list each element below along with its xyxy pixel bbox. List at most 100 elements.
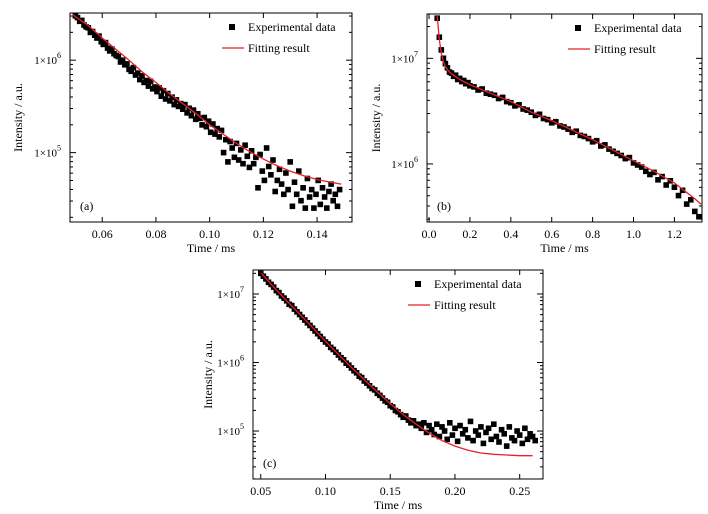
x-tick-label: 0.10 bbox=[315, 484, 336, 498]
x-tick-label: 0.05 bbox=[250, 484, 271, 498]
data-point bbox=[581, 133, 588, 140]
data-point bbox=[216, 134, 223, 140]
data-point bbox=[248, 148, 255, 154]
data-point bbox=[532, 437, 538, 444]
y-tick-exponent: 7 bbox=[240, 285, 244, 294]
legend-label-fit: Fitting result bbox=[434, 298, 496, 312]
data-point bbox=[618, 152, 624, 159]
data-point bbox=[315, 177, 321, 184]
data-point bbox=[223, 136, 229, 143]
x-tick-label: 0.15 bbox=[380, 484, 401, 498]
data-point bbox=[128, 68, 134, 75]
plot-frame bbox=[69, 12, 353, 223]
data-point bbox=[410, 418, 417, 424]
data-point bbox=[147, 78, 154, 85]
data-point bbox=[512, 103, 518, 109]
x-tick-label: 0.0 bbox=[422, 227, 437, 241]
data-point bbox=[145, 83, 152, 89]
plot-frame bbox=[426, 13, 703, 223]
data-point bbox=[195, 111, 201, 117]
data-point bbox=[124, 61, 130, 67]
y-tick-label: 1×10 bbox=[217, 426, 240, 438]
data-point bbox=[311, 205, 317, 211]
data-point bbox=[384, 399, 391, 406]
data-point bbox=[622, 155, 629, 162]
data-point bbox=[444, 65, 451, 71]
x-tick-label: 1.2 bbox=[667, 227, 682, 241]
data-point bbox=[532, 112, 539, 119]
plot-area bbox=[434, 15, 702, 220]
data-point bbox=[165, 90, 171, 97]
data-point bbox=[663, 182, 669, 188]
data-point bbox=[519, 440, 526, 447]
x-tick-label: 0.8 bbox=[585, 227, 600, 241]
data-point bbox=[638, 164, 645, 170]
data-point bbox=[143, 77, 150, 84]
data-point bbox=[516, 432, 523, 438]
data-point bbox=[134, 70, 141, 76]
data-point bbox=[85, 25, 92, 31]
data-point bbox=[227, 138, 233, 145]
data-point bbox=[139, 73, 145, 79]
data-point bbox=[218, 127, 225, 134]
data-point bbox=[610, 148, 616, 155]
data-point bbox=[246, 164, 253, 171]
data-point bbox=[281, 191, 287, 198]
data-point bbox=[203, 123, 210, 130]
x-tick-label: 0.06 bbox=[92, 227, 113, 241]
data-point bbox=[270, 157, 276, 163]
data-point bbox=[293, 191, 300, 198]
y-tick-label: 1×10 bbox=[217, 358, 240, 370]
fit-line bbox=[436, 16, 702, 205]
data-point bbox=[439, 424, 445, 430]
data-point bbox=[313, 191, 319, 198]
y-tick-exponent: 6 bbox=[414, 155, 418, 164]
data-point bbox=[536, 111, 543, 118]
chart-panel-3: 0.05 0.10 0.15 0.20 0.251×10 51×10 61×10 7Time … bbox=[201, 269, 544, 512]
data-point bbox=[201, 114, 208, 121]
data-point bbox=[449, 432, 456, 438]
data-point bbox=[431, 431, 437, 438]
data-point bbox=[692, 208, 698, 215]
data-point bbox=[317, 201, 324, 208]
data-point bbox=[308, 186, 315, 193]
data-point bbox=[235, 157, 242, 163]
legend-marker-icon bbox=[415, 281, 421, 287]
data-point bbox=[569, 129, 575, 136]
data-point bbox=[540, 115, 547, 122]
data-point bbox=[244, 153, 251, 160]
data-point bbox=[442, 60, 449, 67]
data-point bbox=[188, 112, 195, 119]
data-point bbox=[467, 83, 473, 89]
x-tick-label: 0.6 bbox=[544, 227, 559, 241]
data-point bbox=[319, 185, 326, 191]
data-point bbox=[614, 150, 620, 157]
data-point bbox=[524, 436, 531, 443]
data-point bbox=[321, 194, 328, 200]
data-point bbox=[180, 106, 186, 112]
data-point bbox=[259, 168, 266, 174]
x-tick-label: 0.4 bbox=[503, 227, 518, 241]
data-point bbox=[274, 177, 281, 184]
data-point bbox=[296, 168, 302, 174]
data-point bbox=[328, 181, 334, 187]
fit-line bbox=[72, 14, 342, 185]
y-tick-label: 1×10 bbox=[391, 159, 414, 171]
x-tick-label: 1.0 bbox=[626, 227, 641, 241]
data-point bbox=[197, 115, 203, 122]
data-point bbox=[522, 425, 528, 432]
y-tick-exponent: 5 bbox=[240, 422, 244, 431]
fit-line bbox=[260, 272, 533, 457]
data-point bbox=[89, 28, 96, 35]
data-point bbox=[214, 125, 220, 132]
data-point bbox=[276, 166, 283, 173]
data-point bbox=[109, 46, 115, 52]
data-point bbox=[440, 55, 447, 62]
y-tick-label: 1×10 bbox=[391, 53, 414, 65]
data-point bbox=[436, 433, 443, 440]
data-point bbox=[137, 76, 143, 83]
data-point bbox=[503, 443, 510, 449]
data-point bbox=[242, 142, 248, 148]
